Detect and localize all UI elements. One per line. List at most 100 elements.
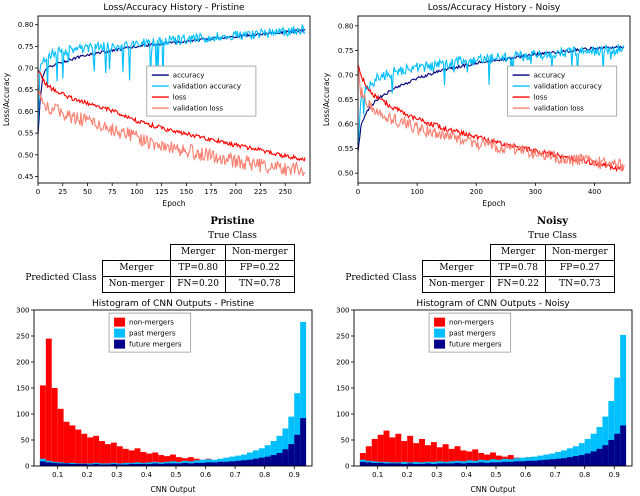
axes: 0 100 200 300 400 0.50 0.55 0.60 0.65 0.70 0.75 0.8…	[338, 15, 631, 196]
confusion-value-cell: TP=0.78	[490, 259, 546, 277]
predicted-class-label: Predicted Class	[345, 272, 417, 283]
legend: non-mergers past mergers future mergers	[108, 312, 192, 353]
legend-label: loss	[173, 94, 187, 102]
axes: 0.1 0.2 0.3 0.4 0.5 0.6 0.7 0.8 0.9 0 50 100 150 200 2…	[336, 307, 633, 479]
y-tick-label: 0.50	[338, 170, 354, 178]
x-tick-label: 0.9	[289, 471, 300, 479]
confusion-matrix: Predicted Class Pristine True Class Merger N…	[25, 214, 295, 293]
table-title: Pristine	[210, 215, 255, 227]
confusion-value-cell: TP=0.80	[170, 259, 226, 277]
x-tick-label: 0.8	[259, 471, 270, 479]
y-tick-label: 0.70	[338, 71, 354, 79]
series-group	[39, 321, 307, 466]
legend-label: past mergers	[449, 330, 496, 338]
x-tick-label: 300	[529, 188, 542, 196]
y-tick-label: 0.55	[338, 145, 354, 153]
chart-title: Histogram of CNN Outputs - Pristine	[92, 299, 255, 309]
row-header-cell: Non-merger	[101, 275, 172, 293]
x-tick-label: 0.5	[170, 471, 181, 479]
x-tick-label: 250	[279, 188, 292, 196]
y-tick-label: 0.45	[18, 173, 34, 181]
col-header-cell: Merger	[490, 243, 546, 261]
y-tick-label: 200	[336, 359, 349, 367]
x-tick-label: 0.7	[550, 471, 561, 479]
x-tick-label: 225	[254, 188, 267, 196]
x-tick-label: 100	[130, 188, 143, 196]
x-tick-label: 200	[229, 188, 242, 196]
legend: accuracy validation accuracy loss validatio…	[507, 65, 618, 117]
series-loss	[37, 69, 306, 162]
x-tick-label: 150	[180, 188, 193, 196]
panel-history-noisy: 0 100 200 300 400 0.50 0.55 0.60 0.65 0.70 0.75 0.8…	[320, 0, 640, 210]
spacer-cell	[422, 244, 491, 260]
legend-label: non-mergers	[129, 319, 174, 327]
y-tick-label: 50	[341, 437, 350, 445]
y-tick-label: 0.80	[18, 21, 34, 29]
confusion-table: Pristine True Class Merger Non-merger Merger…	[101, 214, 295, 293]
histogram-chart: 0.1 0.2 0.3 0.4 0.5 0.6 0.7 0.8 0.9 0 50 100 150 200 2…	[336, 299, 633, 494]
legend-label: validation loss	[173, 105, 224, 113]
x-tick-label: 0.9	[609, 471, 620, 479]
series-group	[357, 43, 625, 173]
spacer-cell	[422, 229, 491, 245]
legend-label: validation loss	[534, 105, 585, 113]
legend-label: past mergers	[129, 330, 176, 338]
confusion-value-cell: TN=0.78	[225, 275, 295, 293]
y-tick-label: 0	[345, 463, 349, 471]
col-header-cell: Merger	[170, 243, 226, 261]
x-tick-label: 400	[588, 188, 601, 196]
y-tick-label: 300	[336, 307, 349, 315]
y-tick-label: 0.75	[338, 47, 354, 55]
true-class-label: True Class	[208, 230, 257, 241]
x-tick-label: 100	[410, 188, 423, 196]
spacer-cell	[102, 229, 171, 245]
x-tick-label: 0.2	[82, 471, 93, 479]
legend-label: non-mergers	[449, 319, 494, 327]
predicted-class-label: Predicted Class	[25, 272, 97, 283]
series-validation-loss	[357, 66, 625, 172]
x-tick-label: 0.3	[431, 471, 442, 479]
x-axis-label: CNN Output	[151, 485, 196, 494]
x-axis-label: Epoch	[483, 199, 506, 208]
axes: 0 25 50 75 100 125 150 175 200 225 250 0.45 0.50 0.55…	[18, 15, 311, 196]
series-group	[37, 23, 306, 177]
y-tick-label: 100	[16, 411, 29, 419]
confusion-value-cell: FP=0.27	[545, 259, 615, 277]
chart-title: Loss/Accuracy History - Noisy	[428, 3, 561, 13]
row-header-cell: Non-merger	[421, 275, 492, 293]
col-header-cell: Non-merger	[225, 243, 295, 261]
series-group	[359, 334, 627, 466]
confusion-value-cell: FP=0.22	[225, 259, 295, 277]
panel-histogram-pristine: 0.1 0.2 0.3 0.4 0.5 0.6 0.7 0.8 0.9 0 50 100 150 200 2…	[0, 296, 320, 496]
x-tick-label: 175	[204, 188, 217, 196]
y-tick-label: 0.60	[338, 121, 354, 129]
x-tick-label: 200	[470, 188, 483, 196]
confusion-value-cell: TN=0.73	[545, 275, 615, 293]
x-tick-label: 0.7	[230, 471, 241, 479]
legend-label: validation accuracy	[173, 83, 241, 91]
series-validation-accuracy	[37, 23, 306, 129]
y-tick-label: 250	[16, 333, 29, 341]
x-tick-label: 0.5	[490, 471, 501, 479]
panel-history-pristine: 0 25 50 75 100 125 150 175 200 225 250 0.45 0.50 0.55…	[0, 0, 320, 210]
histogram-chart: 0.1 0.2 0.3 0.4 0.5 0.6 0.7 0.8 0.9 0 50 100 150 200 2…	[16, 299, 313, 494]
x-axis-label: CNN Output	[471, 485, 516, 494]
x-tick-label: 0.4	[461, 471, 473, 479]
spacer-cell	[422, 214, 491, 229]
spacer-cell	[102, 244, 171, 260]
y-tick-label: 0.60	[18, 108, 34, 116]
legend-label: future mergers	[129, 341, 182, 349]
series-validation-loss	[37, 84, 306, 177]
x-tick-label: 25	[58, 188, 67, 196]
x-axis-label: Epoch	[163, 199, 186, 208]
confusion-value-cell: FN=0.22	[490, 275, 546, 293]
y-tick-label: 150	[16, 385, 29, 393]
y-axis-label: Loss/Accuracy	[2, 72, 11, 126]
series-validation-accuracy	[357, 43, 625, 145]
line-chart: 0 25 50 75 100 125 150 175 200 225 250 0.45 0.50 0.55…	[2, 3, 311, 208]
x-tick-label: 0	[356, 188, 360, 196]
legend-label: future mergers	[449, 341, 502, 349]
x-tick-label: 0.4	[141, 471, 153, 479]
confusion-table: Noisy True Class Merger Non-merger Merger TP=…	[421, 214, 615, 293]
